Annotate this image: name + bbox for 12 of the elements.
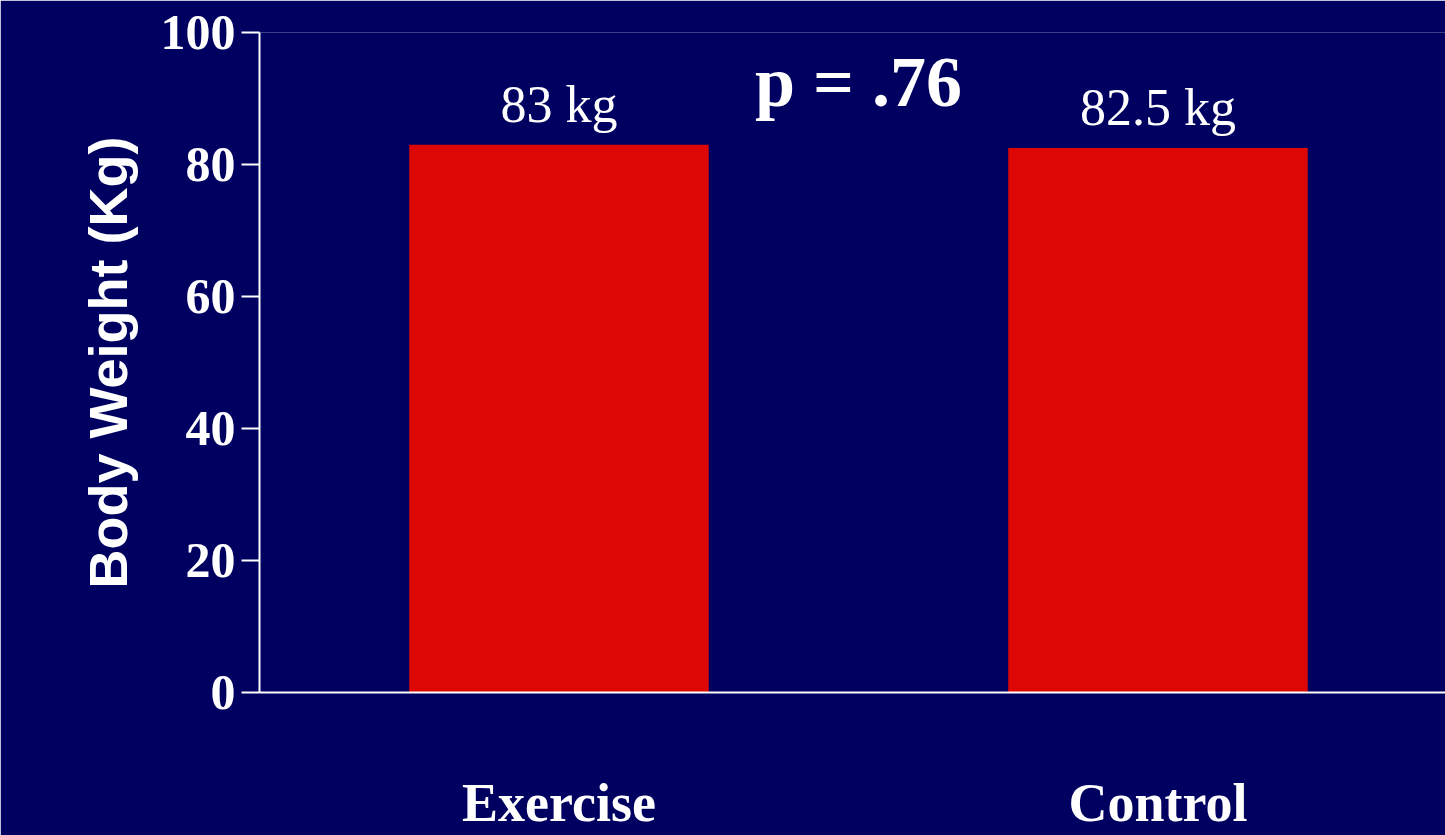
y-tick-label: 100 <box>160 4 236 60</box>
y-tick-label: 0 <box>210 664 236 720</box>
annotation: p = .76 <box>754 41 963 122</box>
data-label: 82.5 kg <box>1079 79 1236 136</box>
data-label: 83 kg <box>500 75 618 133</box>
y-tick-label: 60 <box>185 268 236 324</box>
x-tick-label: Control <box>1068 772 1248 833</box>
y-tick-label: 40 <box>185 400 236 456</box>
y-tick-label: 80 <box>185 136 236 192</box>
y-tick-label: 20 <box>185 532 236 588</box>
x-tick-label: Exercise <box>462 772 656 833</box>
y-axis-title: Body Weight (Kg) <box>77 136 138 589</box>
